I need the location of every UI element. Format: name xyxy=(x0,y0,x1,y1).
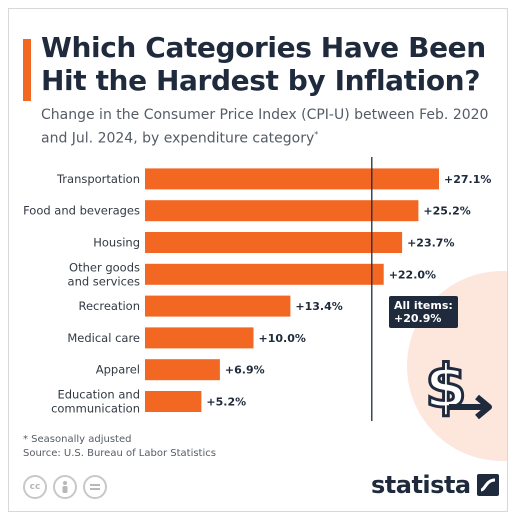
category-label: Education and communication xyxy=(51,388,140,416)
bar-chart: +27.1% Transportation +25.2% Food and bever… xyxy=(23,157,491,421)
subtitle-text: Change in the Consumer Price Index (CPI-… xyxy=(41,107,489,147)
category-label-line: communication xyxy=(51,402,140,416)
category-label-line: Recreation xyxy=(79,299,141,313)
chart-subtitle: Change in the Consumer Price Index (CPI-… xyxy=(41,105,496,149)
all-items-callout: All items: +20.9% xyxy=(389,296,458,328)
creative-commons-icon[interactable]: cc xyxy=(23,475,47,499)
bar xyxy=(145,327,254,349)
footnote: * Seasonally adjusted xyxy=(23,434,132,445)
all-items-label: All items: xyxy=(394,299,453,312)
data-label: +10.0% xyxy=(259,332,306,345)
bar xyxy=(145,200,419,222)
category-label: Medical care xyxy=(67,331,140,345)
statista-logo-icon xyxy=(476,474,499,496)
bar xyxy=(145,295,291,317)
category-label-line: Other goods xyxy=(69,260,140,274)
all-items-value: +20.9% xyxy=(394,312,442,325)
svg-text:$: $ xyxy=(425,352,467,422)
category-label: Food and beverages xyxy=(23,204,140,218)
bar xyxy=(145,232,403,253)
no-derivatives-icon[interactable] xyxy=(83,475,107,499)
bar xyxy=(145,359,220,381)
brand-name: statista xyxy=(371,471,471,499)
category-label: Housing xyxy=(93,236,140,250)
category-label-line: Food and beverages xyxy=(23,204,140,218)
chart-title: Which Categories Have Been Hit the Harde… xyxy=(41,31,486,97)
subtitle-footnote-mark: * xyxy=(314,130,319,139)
data-label: +27.1% xyxy=(444,173,491,186)
category-label-line: Education and xyxy=(57,388,140,402)
category-label-line: Medical care xyxy=(67,331,140,345)
data-label: +25.2% xyxy=(423,205,470,218)
equals-glyph-icon xyxy=(90,484,100,490)
infographic-card: Which Categories Have Been Hit the Harde… xyxy=(8,8,508,512)
data-label: +23.7% xyxy=(407,237,454,250)
statista-brand[interactable]: statista xyxy=(371,471,499,499)
data-label: +22.0% xyxy=(389,268,436,281)
category-label: Transportation xyxy=(56,172,140,186)
person-glyph-icon xyxy=(62,481,68,493)
data-label: +5.2% xyxy=(206,396,246,409)
data-label: +13.4% xyxy=(295,300,342,313)
category-label-line: Housing xyxy=(93,236,140,250)
category-label-line: Apparel xyxy=(96,363,140,377)
category-label: Recreation xyxy=(79,299,141,313)
bar xyxy=(145,391,202,412)
cc-label: cc xyxy=(29,482,41,492)
bar xyxy=(145,168,439,190)
category-label-line: and services xyxy=(68,274,140,288)
data-label: +6.9% xyxy=(225,364,265,377)
bar xyxy=(145,263,384,285)
title-accent-bar xyxy=(23,39,31,101)
dollar-arrow-icon: $ xyxy=(424,351,492,424)
category-label: Other goods and services xyxy=(68,260,140,288)
category-label-line: Transportation xyxy=(56,172,140,186)
attribution-person-icon[interactable] xyxy=(53,475,77,499)
category-label: Apparel xyxy=(96,363,140,377)
source-note: Source: U.S. Bureau of Labor Statistics xyxy=(23,448,216,459)
